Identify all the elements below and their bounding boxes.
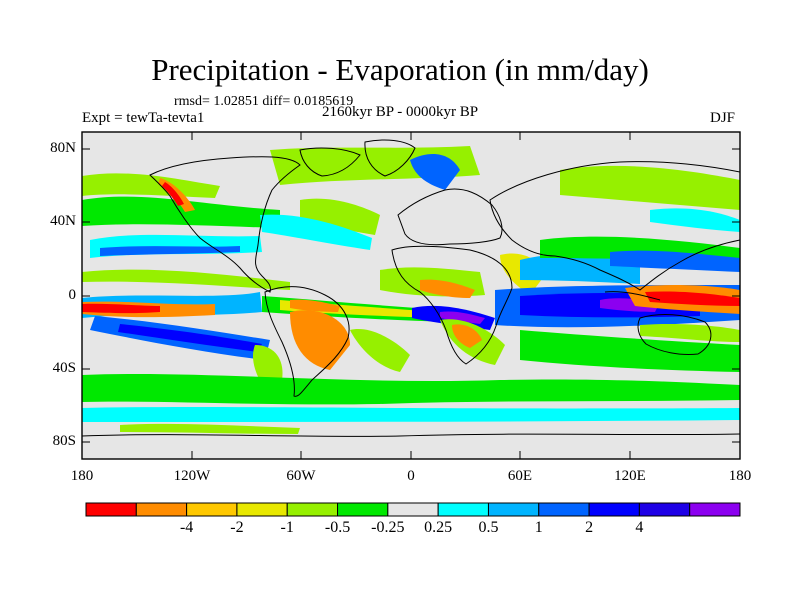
colorbar-label: -1 (280, 519, 294, 536)
period-label: 2160kyr BP - 0000kyr BP (322, 104, 479, 120)
field-band (410, 154, 460, 190)
colorbar-swatch (337, 502, 389, 517)
tick-marks (82, 132, 740, 459)
lon-label: 180 (728, 468, 752, 484)
colorbar-label: -0.25 (371, 519, 405, 536)
field-band (162, 182, 184, 206)
rmsd-diff-stats: rmsd= 1.02851 diff= 0.0185619 (174, 94, 354, 109)
field-band (560, 165, 740, 210)
lat-label: 80N (50, 140, 76, 156)
colorbar (85, 502, 741, 517)
field-band (120, 423, 300, 434)
lon-label: 120W (173, 468, 211, 484)
field-band (300, 198, 380, 235)
lon-label: 0 (407, 468, 415, 484)
lon-label: 60E (507, 468, 533, 484)
field-band (640, 323, 740, 342)
colorbar-label: -4 (179, 519, 194, 536)
field-band (252, 345, 283, 385)
field-band (452, 324, 482, 348)
field-band (82, 196, 280, 228)
field-band (260, 214, 372, 250)
colorbar-swatch (387, 502, 439, 517)
colorbar-swatch (85, 502, 137, 517)
colorbar-swatch (286, 502, 339, 517)
lon-label: 180 (70, 468, 94, 484)
colorbar-swatch (638, 502, 691, 517)
colorbar-label: -2 (230, 519, 244, 536)
colorbar-swatch (236, 502, 288, 517)
field-band (650, 208, 740, 232)
experiment-label: Expt = tewTa-tevta1 (82, 110, 205, 126)
field-band (118, 324, 262, 352)
lat-label: 40S (52, 360, 76, 376)
colorbar-swatch (437, 502, 489, 517)
field-band (82, 407, 740, 422)
lat-label: 40N (50, 213, 76, 229)
colorbar-swatch (588, 502, 640, 517)
field-band (645, 291, 740, 306)
field-band (440, 311, 485, 324)
page-title: Precipitation - Evaporation (in mm/day) (151, 52, 649, 87)
field-band (304, 317, 340, 352)
field-band (520, 330, 740, 372)
colorbar-swatch (186, 502, 238, 517)
colorbar-label: 2 (585, 519, 594, 536)
colorbar-swatch (487, 502, 540, 517)
field-band (610, 250, 740, 272)
colorbar-swatch (135, 502, 188, 517)
field-band (290, 299, 340, 312)
field-band (420, 279, 475, 298)
colorbar-label: 0.5 (478, 519, 499, 536)
field-band (82, 373, 740, 405)
field-band (350, 329, 410, 372)
lat-label: 80S (52, 433, 76, 449)
season-label: DJF (710, 110, 736, 126)
lat-label: 0 (68, 287, 77, 303)
colorbar-label: 4 (635, 519, 644, 536)
colorbar-label: 1 (534, 519, 543, 536)
field-band (100, 246, 240, 256)
coastlines (82, 139, 740, 437)
colorbar-swatch (538, 502, 590, 517)
lon-label: 60W (286, 468, 316, 484)
field-band (82, 269, 290, 290)
colorbar-label: -0.5 (324, 519, 351, 536)
lon-label: 120E (614, 468, 646, 484)
field-band (82, 173, 220, 198)
colorbar-label: 0.25 (424, 519, 453, 536)
colorbar-swatch (689, 502, 741, 517)
field-band (82, 303, 160, 314)
